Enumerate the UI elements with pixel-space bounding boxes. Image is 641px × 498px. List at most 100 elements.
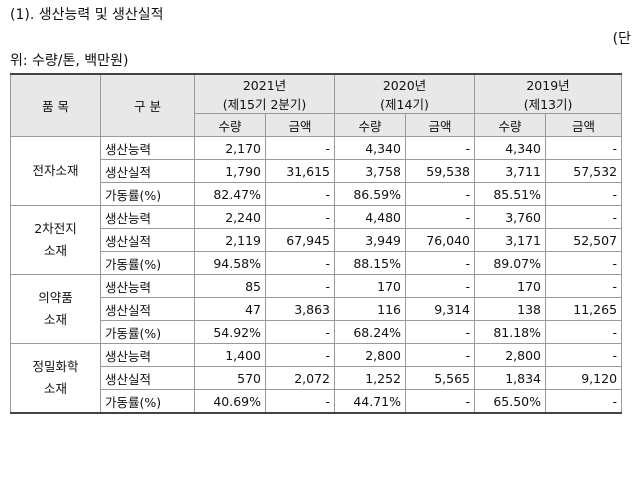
qty-cell: 138 bbox=[474, 297, 547, 321]
qty-cell: 3,949 bbox=[334, 228, 406, 252]
qty-cell: 54.92% bbox=[194, 320, 266, 344]
header-year-2020: 2020년 (제14기) bbox=[333, 73, 476, 114]
amount-cell: 9,120 bbox=[545, 366, 623, 390]
row-label: 생산실적 bbox=[100, 159, 195, 183]
amount-cell: - bbox=[265, 205, 335, 229]
qty-cell: 85 bbox=[194, 274, 266, 298]
amount-cell: - bbox=[265, 251, 335, 275]
item-name-line: 소재 bbox=[43, 243, 67, 258]
qty-cell: 2,170 bbox=[194, 136, 266, 160]
amount-cell: - bbox=[545, 343, 623, 367]
amount-cell: 5,565 bbox=[404, 366, 476, 390]
row-label: 생산실적 bbox=[100, 228, 195, 252]
qty-cell: 89.07% bbox=[474, 251, 547, 275]
header-amount: 금액 bbox=[545, 113, 623, 137]
amount-cell: 67,945 bbox=[265, 228, 335, 252]
qty-cell: 4,340 bbox=[474, 136, 547, 160]
item-name-line: 정밀화학 bbox=[32, 359, 79, 374]
table-row: 의약품 소재 생산능력 85-170-170- bbox=[10, 274, 623, 344]
header-division: 구 분 bbox=[100, 73, 195, 137]
row-label: 생산실적 bbox=[100, 366, 195, 390]
header-qty: 수량 bbox=[194, 113, 266, 137]
qty-cell: 1,790 bbox=[194, 159, 266, 183]
qty-cell: 170 bbox=[334, 274, 406, 298]
qty-cell: 3,711 bbox=[474, 159, 547, 183]
qty-cell: 44.71% bbox=[334, 389, 406, 414]
header-year-2019: 2019년 (제13기) bbox=[474, 73, 623, 114]
qty-cell: 170 bbox=[474, 274, 547, 298]
header-amount: 금액 bbox=[404, 113, 476, 137]
amount-cell: - bbox=[265, 389, 335, 414]
amount-cell: 2,072 bbox=[265, 366, 335, 390]
amount-cell: - bbox=[404, 343, 476, 367]
qty-cell: 3,758 bbox=[334, 159, 406, 183]
table-row: 가동률(%) 54.92% -68.24% -81.18% - bbox=[11, 320, 623, 344]
table-row: 가동률(%) 82.47% -86.59% -85.51% - bbox=[11, 182, 623, 206]
header-item: 품 목 bbox=[10, 73, 101, 137]
period-label: (제13기) bbox=[523, 97, 573, 112]
header-qty: 수량 bbox=[474, 113, 547, 137]
amount-cell: - bbox=[265, 182, 335, 206]
amount-cell: - bbox=[265, 136, 335, 160]
section-title: (1). 생산능력 및 생산실적 bbox=[10, 7, 164, 23]
qty-cell: 65.50% bbox=[474, 389, 547, 414]
qty-cell: 86.59% bbox=[334, 182, 406, 206]
item-name: 전자소재 bbox=[10, 136, 101, 206]
qty-cell: 3,760 bbox=[474, 205, 547, 229]
amount-cell: - bbox=[404, 251, 476, 275]
qty-cell: 2,119 bbox=[194, 228, 266, 252]
qty-cell: 40.69% bbox=[194, 389, 266, 414]
qty-cell: 47 bbox=[194, 297, 266, 321]
table-row: 가동률(%) 40.69% -44.71% -65.50% - bbox=[11, 389, 623, 414]
amount-cell: 59,538 bbox=[404, 159, 476, 183]
year-label: 2021년 bbox=[242, 78, 287, 93]
amount-cell: - bbox=[404, 274, 476, 298]
period-label: (제15기 2분기) bbox=[222, 97, 307, 112]
amount-cell: - bbox=[545, 320, 623, 344]
header-amount: 금액 bbox=[265, 113, 335, 137]
row-label: 생산실적 bbox=[100, 297, 195, 321]
header-qty: 수량 bbox=[334, 113, 406, 137]
qty-cell: 4,340 bbox=[334, 136, 406, 160]
qty-cell: 81.18% bbox=[474, 320, 547, 344]
qty-cell: 82.47% bbox=[194, 182, 266, 206]
amount-cell: - bbox=[545, 251, 623, 275]
table-body: 전자소재 생산능력 2,170-4,340-4,340- 생산실적 1,790 31,61… bbox=[10, 136, 623, 414]
amount-cell: 11,265 bbox=[545, 297, 623, 321]
amount-cell: - bbox=[265, 274, 335, 298]
table-row: 생산실적 570 2,072 1,252 5,565 1,834 9,120 bbox=[11, 366, 623, 390]
item-name: 의약품 소재 bbox=[10, 274, 101, 344]
row-label: 생산능력 bbox=[100, 136, 195, 160]
amount-cell: - bbox=[265, 343, 335, 367]
amount-cell: 3,863 bbox=[265, 297, 335, 321]
year-label: 2019년 bbox=[526, 78, 570, 93]
row-label: 가동률(%) bbox=[100, 251, 195, 275]
qty-cell: 2,800 bbox=[334, 343, 406, 367]
row-label: 가동률(%) bbox=[100, 389, 195, 414]
amount-cell: - bbox=[265, 320, 335, 344]
amount-cell: 31,615 bbox=[265, 159, 335, 183]
qty-cell: 116 bbox=[334, 297, 406, 321]
table-row: 가동률(%) 94.58% -88.15% -89.07% - bbox=[11, 251, 623, 275]
amount-cell: - bbox=[404, 389, 476, 414]
row-label: 가동률(%) bbox=[100, 182, 195, 206]
table-row: 생산실적 2,119 67,945 3,949 76,040 3,171 52,507 bbox=[11, 228, 623, 252]
amount-cell: - bbox=[545, 136, 623, 160]
item-name-line: 2차전지 bbox=[34, 221, 77, 236]
amount-cell: 76,040 bbox=[404, 228, 476, 252]
qty-cell: 2,800 bbox=[474, 343, 547, 367]
qty-cell: 1,400 bbox=[194, 343, 266, 367]
qty-cell: 4,480 bbox=[334, 205, 406, 229]
amount-cell: - bbox=[545, 389, 623, 414]
qty-cell: 3,171 bbox=[474, 228, 547, 252]
qty-cell: 2,240 bbox=[194, 205, 266, 229]
qty-cell: 1,834 bbox=[474, 366, 547, 390]
row-label: 생산능력 bbox=[100, 343, 195, 367]
table-row: 생산실적 1,790 31,615 3,758 59,538 3,711 57,532 bbox=[11, 159, 623, 183]
amount-cell: 57,532 bbox=[545, 159, 623, 183]
qty-cell: 94.58% bbox=[194, 251, 266, 275]
item-name-line: 의약품 bbox=[38, 290, 73, 305]
table-row: 2차전지 소재 생산능력 2,240-4,480-3,760- bbox=[10, 205, 623, 275]
qty-cell: 1,252 bbox=[334, 366, 406, 390]
